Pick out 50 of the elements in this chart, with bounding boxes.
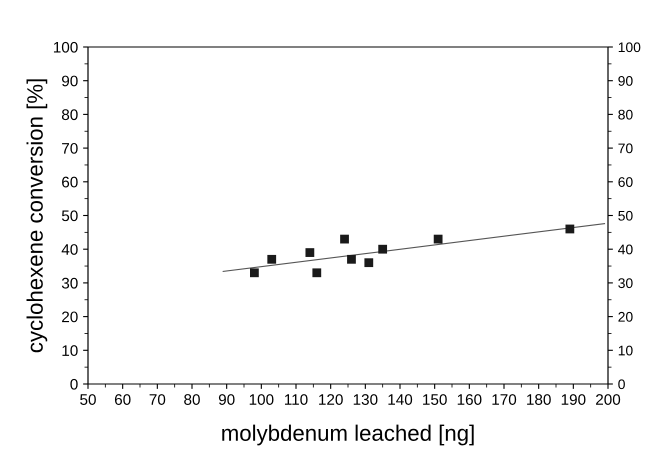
y-tick-label: 20 bbox=[62, 311, 78, 322]
point bbox=[305, 248, 314, 257]
y2-tick-label: 20 bbox=[618, 312, 633, 322]
x-tick-label: 180 bbox=[527, 394, 551, 405]
x-tick-label: 150 bbox=[423, 394, 447, 405]
x-tick-label: 90 bbox=[218, 394, 235, 405]
point bbox=[267, 254, 276, 264]
x-tick-label: 100 bbox=[250, 394, 274, 405]
y-tick-label: 30 bbox=[62, 278, 78, 289]
x-tick-label: 110 bbox=[284, 394, 308, 405]
y2-tick-label: 30 bbox=[618, 278, 633, 288]
y2-tick-label: 80 bbox=[618, 110, 633, 120]
y2-tick-label: 40 bbox=[618, 244, 633, 254]
point bbox=[565, 224, 574, 234]
x-tick-label: 120 bbox=[319, 394, 343, 405]
point bbox=[340, 234, 349, 244]
x-tick-label: 160 bbox=[458, 394, 482, 405]
point bbox=[250, 268, 259, 278]
point bbox=[378, 244, 388, 254]
x-tick-label: 60 bbox=[114, 394, 131, 405]
y-tick-label: 10 bbox=[62, 345, 78, 356]
y2-tick-label: 70 bbox=[618, 143, 633, 154]
x-tick-label: 190 bbox=[562, 394, 586, 405]
y-tick-label: 90 bbox=[62, 76, 78, 86]
x-tick-label: 80 bbox=[184, 394, 200, 405]
y2-tick-label: 50 bbox=[618, 210, 633, 221]
y-tick-label: 80 bbox=[62, 109, 78, 120]
y-tick-label: 60 bbox=[62, 176, 78, 188]
point bbox=[347, 254, 356, 264]
point bbox=[312, 268, 322, 278]
y-axis-title: cyclohexene conversion [%] bbox=[26, 79, 48, 352]
y2-tick-label: 0 bbox=[618, 379, 625, 390]
y2-tick-label: 60 bbox=[618, 177, 633, 187]
x-axis-title: molybdenum leached [ng] bbox=[222, 424, 474, 446]
y-tick-label: 0 bbox=[70, 378, 78, 390]
y-tick-label: 70 bbox=[62, 142, 78, 154]
x-tick-label: 50 bbox=[80, 394, 96, 405]
x-tick-label: 70 bbox=[150, 394, 166, 405]
y-tick-label: 40 bbox=[62, 244, 78, 255]
x-tick-label: 200 bbox=[596, 394, 620, 405]
y-tick-label: 100 bbox=[54, 42, 78, 53]
x-tick-label: 140 bbox=[388, 394, 412, 405]
x-tick-label: 130 bbox=[354, 394, 378, 405]
y-tick-label: 50 bbox=[62, 210, 78, 222]
point bbox=[364, 258, 374, 268]
y2-tick-label: 10 bbox=[618, 346, 633, 356]
point bbox=[434, 234, 443, 244]
y2-tick-label: 90 bbox=[618, 76, 633, 86]
y2-tick-label: 100 bbox=[618, 42, 640, 52]
x-tick-label: 170 bbox=[492, 394, 516, 405]
